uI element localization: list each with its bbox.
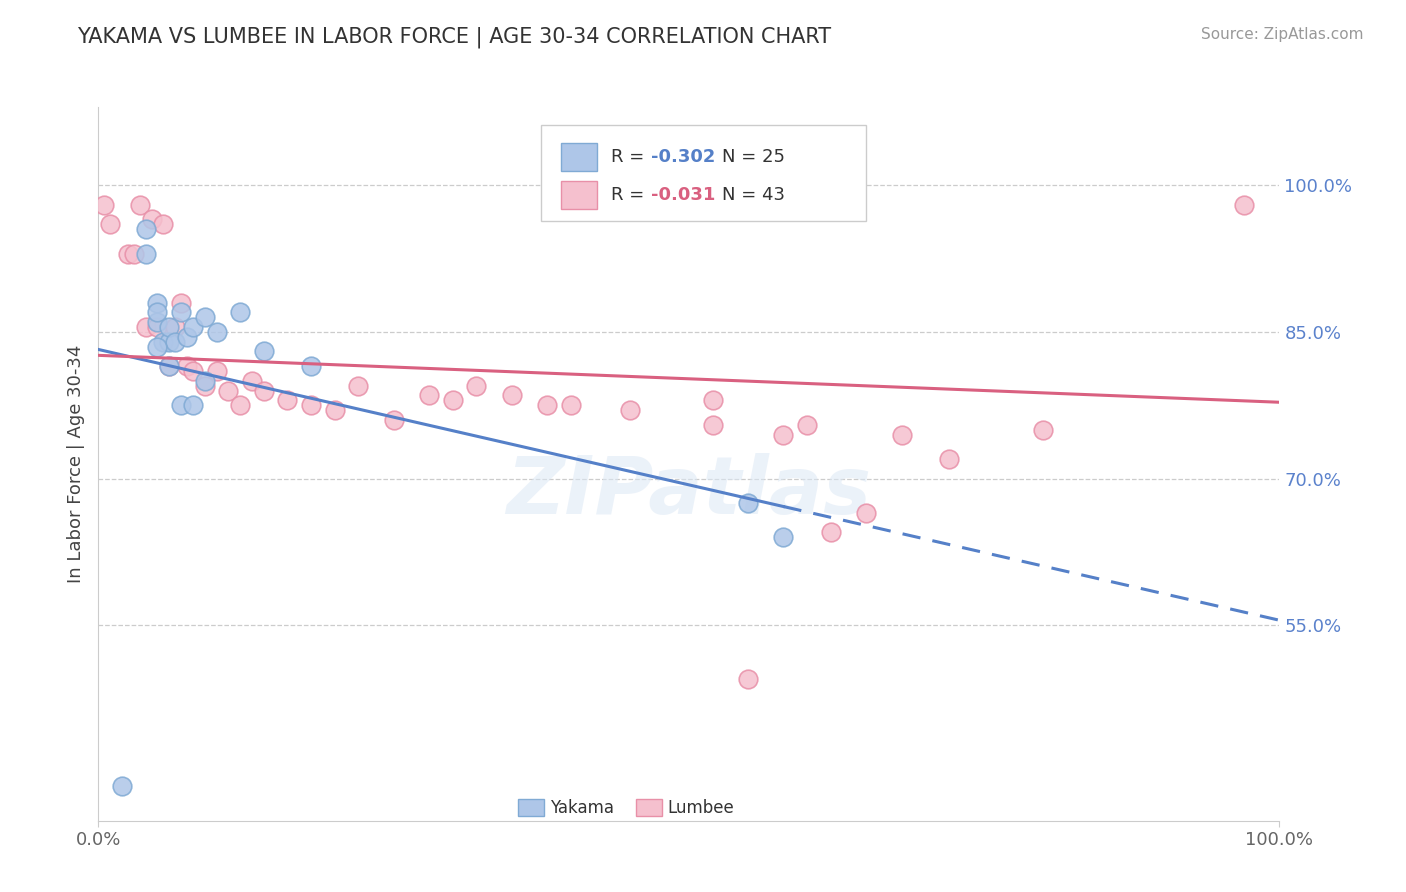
Point bbox=[176, 359, 198, 373]
Point bbox=[176, 330, 198, 344]
Point bbox=[181, 320, 204, 334]
Bar bbox=[636, 799, 662, 816]
Point bbox=[702, 417, 724, 432]
Point bbox=[465, 378, 488, 392]
Point bbox=[441, 393, 464, 408]
Point bbox=[772, 427, 794, 442]
Point bbox=[146, 315, 169, 329]
Point bbox=[229, 398, 252, 412]
Bar bbox=[561, 143, 596, 171]
Point bbox=[347, 378, 370, 392]
Point bbox=[157, 359, 180, 373]
Point bbox=[157, 320, 180, 334]
Point bbox=[560, 398, 582, 412]
Text: N = 43: N = 43 bbox=[723, 186, 785, 203]
Point bbox=[146, 320, 169, 334]
Text: YAKAMA VS LUMBEE IN LABOR FORCE | AGE 30-34 CORRELATION CHART: YAKAMA VS LUMBEE IN LABOR FORCE | AGE 30… bbox=[77, 27, 831, 48]
Y-axis label: In Labor Force | Age 30-34: In Labor Force | Age 30-34 bbox=[66, 344, 84, 583]
Point bbox=[165, 320, 187, 334]
Point bbox=[702, 393, 724, 408]
FancyBboxPatch shape bbox=[541, 125, 866, 221]
Bar bbox=[517, 799, 544, 816]
Point bbox=[122, 246, 145, 260]
Point bbox=[170, 295, 193, 310]
Text: ZIPatlas: ZIPatlas bbox=[506, 453, 872, 532]
Point bbox=[229, 305, 252, 319]
Point bbox=[240, 374, 263, 388]
Point bbox=[152, 334, 174, 349]
Point bbox=[323, 403, 346, 417]
Point bbox=[938, 452, 960, 467]
Point bbox=[146, 295, 169, 310]
Point bbox=[299, 359, 322, 373]
Point bbox=[205, 364, 228, 378]
Point bbox=[1233, 198, 1256, 212]
Point bbox=[276, 393, 298, 408]
Point bbox=[1032, 423, 1054, 437]
Point bbox=[170, 398, 193, 412]
Point bbox=[146, 339, 169, 353]
Point bbox=[170, 305, 193, 319]
Point bbox=[181, 364, 204, 378]
Point bbox=[501, 388, 523, 402]
Point bbox=[194, 378, 217, 392]
Text: Lumbee: Lumbee bbox=[668, 799, 734, 817]
Point bbox=[93, 198, 115, 212]
Point bbox=[820, 525, 842, 540]
Point bbox=[737, 672, 759, 686]
Point bbox=[796, 417, 818, 432]
Text: -0.031: -0.031 bbox=[651, 186, 716, 203]
Point bbox=[737, 496, 759, 510]
Point bbox=[135, 246, 157, 260]
Point bbox=[253, 384, 276, 398]
Point bbox=[194, 374, 217, 388]
Text: -0.302: -0.302 bbox=[651, 148, 716, 166]
Point bbox=[299, 398, 322, 412]
Point bbox=[253, 344, 276, 359]
Point bbox=[619, 403, 641, 417]
Point bbox=[855, 506, 877, 520]
Point bbox=[157, 359, 180, 373]
Point bbox=[536, 398, 558, 412]
Point bbox=[194, 310, 217, 325]
Point bbox=[98, 218, 121, 232]
Text: N = 25: N = 25 bbox=[723, 148, 785, 166]
Point bbox=[217, 384, 239, 398]
Point bbox=[135, 320, 157, 334]
Bar bbox=[561, 180, 596, 209]
Text: Source: ZipAtlas.com: Source: ZipAtlas.com bbox=[1201, 27, 1364, 42]
Point bbox=[152, 218, 174, 232]
Point bbox=[418, 388, 440, 402]
Text: Yakama: Yakama bbox=[550, 799, 613, 817]
Text: R =: R = bbox=[612, 186, 650, 203]
Point bbox=[165, 334, 187, 349]
Point bbox=[890, 427, 912, 442]
Point bbox=[772, 530, 794, 544]
Point bbox=[181, 398, 204, 412]
Point bbox=[117, 246, 139, 260]
Point bbox=[205, 325, 228, 339]
Point bbox=[111, 780, 134, 794]
Point bbox=[146, 305, 169, 319]
Point bbox=[382, 413, 405, 427]
Point bbox=[135, 222, 157, 236]
Point bbox=[128, 198, 150, 212]
Point bbox=[141, 212, 163, 227]
Text: R =: R = bbox=[612, 148, 650, 166]
Point bbox=[157, 334, 180, 349]
